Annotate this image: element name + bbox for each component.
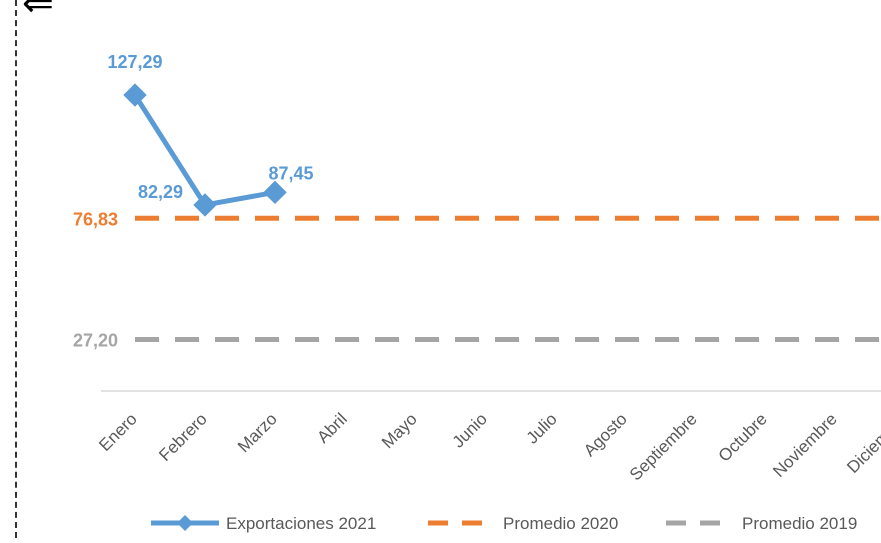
left-border	[15, 0, 17, 538]
x-tick-label-octubre: Octubre	[715, 409, 771, 465]
promedio-2020-value-label: 76,83	[73, 209, 118, 229]
x-tick-label-noviembre: Noviembre	[769, 409, 841, 481]
exportaciones-2021-data-label-enero: 127,29	[107, 52, 162, 72]
legend-promedio-2019-label: Promedio 2019	[742, 514, 857, 533]
x-tick-label-mayo: Mayo	[378, 409, 421, 452]
legend-exportaciones-2021-label: Exportaciones 2021	[226, 514, 376, 533]
exportaciones-2021-data-label-febrero: 82,29	[138, 182, 183, 202]
x-tick-label-septiembre: Septiembre	[626, 409, 701, 484]
exportaciones-2021-point-febrero	[193, 193, 217, 217]
promedio-2019-value-label: 27,20	[73, 330, 118, 350]
legend-promedio-2020-label: Promedio 2020	[503, 514, 618, 533]
x-tick-label-abril: Abril	[313, 409, 350, 446]
legend-exportaciones-2021-marker	[177, 515, 193, 531]
x-tick-label-junio: Junio	[449, 409, 491, 451]
x-tick-label-diciembre: Diciembre	[843, 409, 881, 477]
x-tick-label-julio: Julio	[523, 409, 561, 447]
x-tick-label-marzo: Marzo	[234, 409, 281, 456]
exportaciones-2021-data-label-marzo: 87,45	[268, 163, 313, 183]
exportaciones-2021-point-enero	[123, 83, 147, 107]
x-tick-label-agosto: Agosto	[580, 409, 631, 460]
x-tick-label-febrero: Febrero	[155, 409, 211, 465]
left-arrow-icon: ⇐	[22, 0, 54, 25]
x-tick-label-enero: Enero	[95, 409, 141, 455]
exportaciones-2021-point-marzo	[263, 180, 287, 205]
